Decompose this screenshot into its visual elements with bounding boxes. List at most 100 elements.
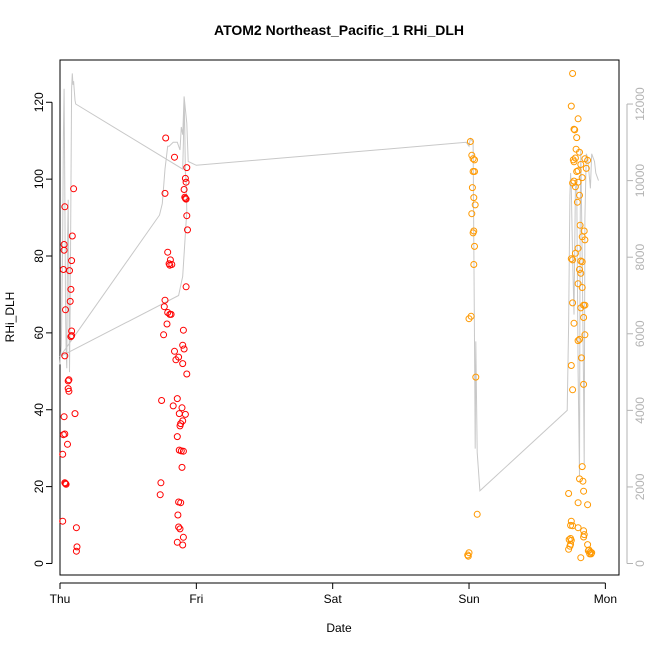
data-point-s1-20 <box>66 297 74 305</box>
data-point-s1-67 <box>175 523 183 531</box>
y-tick-label-0: 0 <box>32 560 46 567</box>
data-point-s1-51 <box>169 402 177 410</box>
data-point-s1-36 <box>162 134 170 142</box>
data-point-s2-69 <box>567 362 575 369</box>
data-point-s1-63 <box>178 463 186 471</box>
data-point-s1-71 <box>179 541 187 549</box>
data-point-s1-26 <box>68 332 76 340</box>
data-point-s1-85 <box>182 195 190 203</box>
data-point-s2-53 <box>577 257 585 265</box>
data-point-s1-25 <box>67 333 75 341</box>
data-point-s1-9 <box>59 450 67 458</box>
x-tick-label-sat: Sat <box>324 592 343 606</box>
data-point-s2-40 <box>573 198 581 206</box>
data-point-s2-1 <box>465 549 473 557</box>
data-point-s1-76 <box>179 326 187 334</box>
y2-tick-label-4000: 4000 <box>633 397 647 424</box>
y2-tick-label-0: 0 <box>633 560 647 567</box>
data-point-s2-79 <box>567 517 575 525</box>
data-point-s1-12 <box>62 480 70 488</box>
y2-tick-label-2000: 2000 <box>633 473 647 500</box>
data-point-s1-8 <box>61 430 69 438</box>
data-point-s2-66 <box>574 337 582 345</box>
data-point-s1-88 <box>182 283 190 291</box>
data-point-s1-59 <box>173 433 181 441</box>
data-point-s2-30 <box>569 156 577 164</box>
data-point-s2-24 <box>571 126 579 134</box>
y-tick-label-60: 60 <box>32 326 46 340</box>
y2-tick-label-8000: 8000 <box>633 244 647 271</box>
data-point-s2-76 <box>565 490 573 497</box>
y-tick-label-120: 120 <box>32 92 46 112</box>
data-point-s2-11 <box>471 201 479 209</box>
data-point-s1-29 <box>72 524 80 532</box>
data-point-s1-69 <box>179 533 187 541</box>
data-point-s2-31 <box>571 154 579 162</box>
x-axis: Thu Fri Sat Sun Mon <box>50 582 617 606</box>
data-point-s2-36 <box>570 177 578 185</box>
y-axis-label: RHi_DLH <box>3 292 17 343</box>
data-point-s2-25 <box>573 134 581 142</box>
data-point-s2-48 <box>578 233 586 241</box>
data-point-s1-46 <box>167 310 175 318</box>
x-tick-label-sun: Sun <box>458 592 479 606</box>
data-point-s1-15 <box>65 376 73 384</box>
data-point-s2-67 <box>578 354 585 362</box>
data-point-s1-39 <box>166 256 174 264</box>
data-point-s1-58 <box>181 410 189 418</box>
data-point-s1-81 <box>182 178 190 186</box>
data-point-s2-59 <box>569 299 577 307</box>
data-point-s1-42 <box>161 296 169 304</box>
data-point-s1-68 <box>176 525 184 533</box>
data-point-s1-21 <box>67 285 75 293</box>
data-point-s2-38 <box>574 178 582 186</box>
data-point-s2-64 <box>570 319 578 327</box>
data-point-s2-72 <box>578 463 586 471</box>
data-point-s2-78 <box>584 501 592 509</box>
data-point-s1-14 <box>64 377 72 385</box>
data-point-s1-84 <box>181 194 189 202</box>
data-point-s1-4 <box>62 306 69 314</box>
data-point-s1-49 <box>171 347 178 355</box>
data-point-s1-65 <box>174 511 182 519</box>
data-point-s1-82 <box>183 164 191 172</box>
data-point-s1-44 <box>164 309 172 316</box>
data-point-s2-19 <box>472 373 480 381</box>
data-point-s1-6 <box>60 413 68 421</box>
data-point-s1-83 <box>180 186 188 193</box>
data-point-s2-99 <box>577 554 585 562</box>
data-point-s2-74 <box>579 477 587 485</box>
data-point-s2-63 <box>580 314 588 321</box>
data-point-s1-87 <box>184 226 191 234</box>
data-point-s1-22 <box>68 257 76 265</box>
y-tick-label-80: 80 <box>32 249 46 263</box>
data-point-s2-6 <box>471 156 478 164</box>
data-point-s2-75 <box>580 487 588 495</box>
data-point-s2-58 <box>578 284 586 291</box>
data-point-s2-39 <box>576 191 583 199</box>
data-point-s1-77 <box>183 370 191 378</box>
data-point-s2-16 <box>470 261 478 268</box>
data-point-s2-33 <box>577 161 585 168</box>
data-point-s1-86 <box>183 212 191 220</box>
data-point-s1-19 <box>66 267 73 275</box>
data-point-s2-43 <box>584 156 592 164</box>
data-point-s1-5 <box>61 352 69 360</box>
scatter-points-layer <box>59 70 596 562</box>
data-point-s1-75 <box>180 345 188 353</box>
data-point-s1-78 <box>171 153 178 161</box>
data-point-s1-54 <box>178 404 186 412</box>
y2-tick-label-12000: 12000 <box>633 87 647 121</box>
data-point-s1-3 <box>61 203 69 211</box>
data-point-s2-14 <box>470 227 478 235</box>
data-point-s1-30 <box>73 543 81 551</box>
data-point-s2-82 <box>574 524 582 532</box>
data-point-s2-18 <box>467 312 475 320</box>
data-point-s1-17 <box>65 387 73 395</box>
x-tick-label-fri: Fri <box>189 592 203 606</box>
data-point-s2-12 <box>468 210 476 218</box>
data-point-s2-41 <box>578 174 586 182</box>
altitude-line-layer <box>59 73 599 492</box>
data-point-s2-8 <box>471 168 478 175</box>
